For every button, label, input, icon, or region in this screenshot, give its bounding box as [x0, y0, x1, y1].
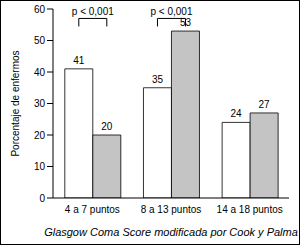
svg-text:24: 24	[231, 108, 243, 119]
svg-text:0: 0	[39, 193, 45, 204]
svg-text:14 a 18 puntos: 14 a 18 puntos	[217, 204, 283, 215]
svg-text:p < 0,001: p < 0,001	[150, 6, 192, 17]
svg-text:60: 60	[34, 4, 46, 15]
svg-text:30: 30	[34, 98, 46, 109]
svg-text:20: 20	[34, 130, 46, 141]
svg-text:53: 53	[180, 17, 192, 28]
svg-text:4 a 7 puntos: 4 a 7 puntos	[65, 204, 120, 215]
svg-text:20: 20	[101, 121, 113, 132]
svg-text:50: 50	[34, 35, 46, 46]
svg-text:35: 35	[152, 74, 164, 85]
svg-text:Porcentaje de enfermos: Porcentaje de enfermos	[10, 50, 21, 156]
svg-text:41: 41	[73, 55, 85, 66]
svg-text:Glasgow Coma Score modificada: Glasgow Coma Score modificada por Cook y…	[44, 226, 292, 238]
svg-text:27: 27	[259, 99, 271, 110]
svg-text:p < 0,001: p < 0,001	[72, 6, 114, 17]
svg-text:40: 40	[34, 67, 46, 78]
svg-text:8 a 13 puntos: 8 a 13 puntos	[141, 204, 202, 215]
svg-text:10: 10	[34, 161, 46, 172]
